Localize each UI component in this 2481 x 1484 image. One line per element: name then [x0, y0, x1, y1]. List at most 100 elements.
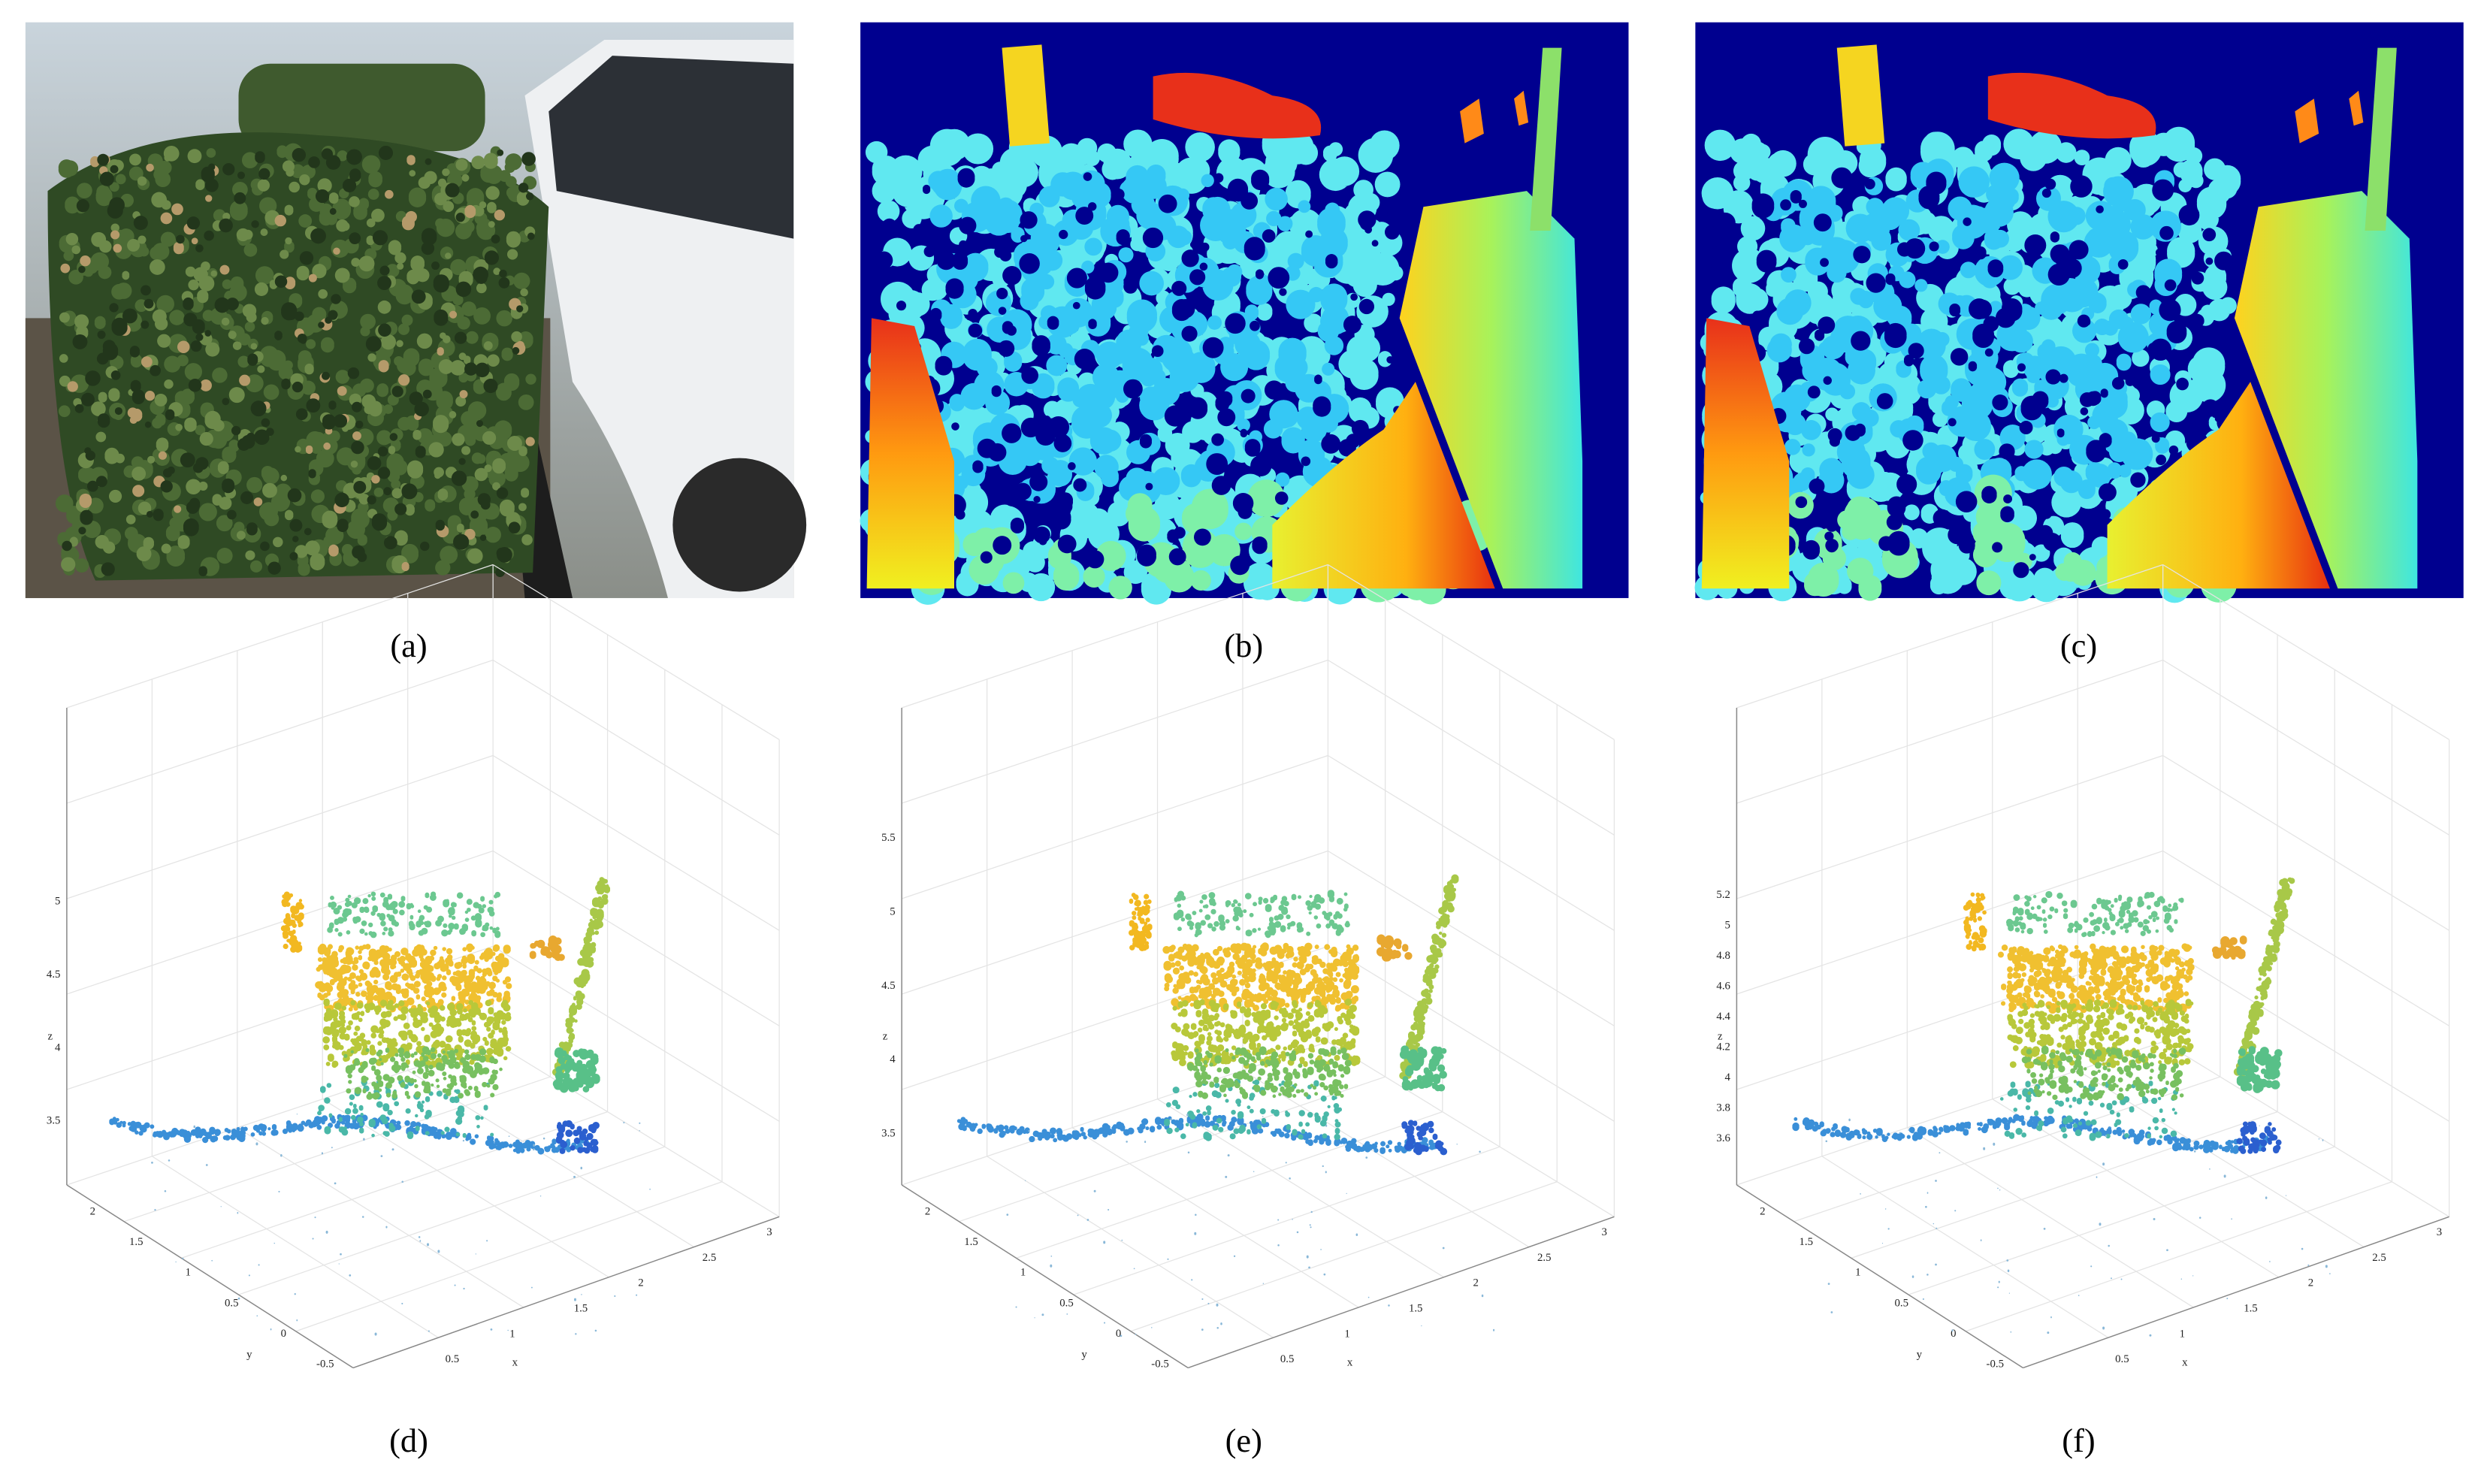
grid-line	[492, 850, 780, 1026]
axis-line	[66, 1184, 354, 1369]
grid-line	[152, 1156, 439, 1338]
y-axis-label: y	[1081, 1349, 1087, 1361]
z-tick-label: 5	[55, 896, 60, 908]
z-tick-label: 4	[55, 1041, 61, 1053]
point-cloud	[2211, 935, 2247, 960]
grid-line	[1071, 1127, 1359, 1308]
right-pole	[2365, 47, 2397, 231]
panel-labels: (a) (b) (c) (d) (e) (f)	[389, 627, 2097, 1459]
y-tick-label: 0	[1951, 1328, 1956, 1340]
grid-line	[237, 1127, 524, 1308]
y-tick-label: 2	[1760, 1205, 1765, 1217]
grid-line	[295, 1181, 723, 1332]
grid-line	[2162, 850, 2449, 1026]
leaves	[55, 143, 537, 579]
grid-line	[238, 1146, 665, 1295]
depth-map	[860, 22, 1629, 605]
depth-panels	[860, 22, 2464, 605]
grid-line	[901, 1041, 1328, 1186]
grid-line	[2162, 1041, 2449, 1217]
grid-line	[1736, 659, 2163, 804]
x-tick-label: 2	[638, 1277, 643, 1289]
grid-line	[492, 564, 780, 740]
grid-line	[901, 659, 1328, 804]
grid-line	[1328, 659, 1615, 836]
top-red	[1153, 72, 1322, 139]
grid-line	[1328, 850, 1615, 1026]
grid-line	[322, 1099, 609, 1278]
point-cloud	[2236, 1121, 2282, 1154]
x-tick-label: 3	[2437, 1226, 2442, 1238]
y-tick-label: 0.5	[225, 1297, 239, 1309]
x-tick-label: 0.5	[2115, 1353, 2129, 1365]
grid-line	[66, 564, 494, 709]
y-tick-label: 1	[1855, 1267, 1860, 1279]
y-tick-label: 2	[925, 1205, 930, 1217]
grid-line	[1794, 1076, 2221, 1223]
left-pole	[1836, 44, 1885, 147]
x-tick-label: 0.5	[446, 1353, 460, 1365]
grid-line	[2162, 945, 2449, 1122]
z-tick-label: 5.2	[1716, 889, 1730, 901]
z-tick-label: 3.5	[881, 1128, 896, 1140]
truck-wheel	[672, 458, 807, 592]
depth-map	[1694, 22, 2464, 603]
point-cloud	[1173, 890, 1350, 938]
panel-label: (c)	[2060, 627, 2097, 664]
grid-line	[1073, 1146, 1500, 1295]
grid-line	[1328, 945, 1615, 1122]
x-tick-label: 2.5	[2372, 1252, 2386, 1264]
z-tick-label: 4.4	[1716, 1011, 1730, 1023]
point-cloud	[1963, 892, 1987, 952]
x-tick-label: 1.5	[574, 1302, 588, 1314]
y-tick-label: 0.5	[1059, 1297, 1074, 1309]
y-tick-label: 0	[1116, 1328, 1121, 1340]
grid-line	[1736, 564, 2163, 709]
x-tick-label: 1	[509, 1328, 515, 1340]
cloud-plot: 5.2 5 4.8 4.6 4.4 4.2 4 3.8 3.6 2 1.5 1 0.5 0 -0.5 0.5 1…	[1716, 564, 2450, 1371]
point-cloud	[2005, 890, 2184, 938]
left-pole	[1002, 44, 1050, 147]
point-cloud	[1401, 1120, 1448, 1156]
leaf-cluster	[59, 145, 536, 574]
axis-line	[2023, 1216, 2449, 1369]
grid-line	[1851, 1111, 2278, 1259]
top-red	[1987, 72, 2156, 139]
grid-line	[492, 754, 780, 931]
left-wedge	[866, 318, 954, 589]
y-axis-label: y	[1917, 1349, 1923, 1361]
panel-label: (b)	[1224, 627, 1263, 664]
grid-line	[1242, 1070, 1530, 1248]
truck-window	[548, 56, 794, 239]
point-cloud	[1399, 1045, 1447, 1092]
x-axis-label: x	[512, 1356, 518, 1368]
right-pole	[1530, 47, 1562, 231]
grid-line	[901, 754, 1328, 899]
z-tick-label: 5	[890, 905, 895, 917]
z-tick-label: 3.8	[1716, 1102, 1730, 1114]
point-cloud	[315, 943, 512, 1014]
z-tick-label: 5.5	[881, 832, 896, 844]
x-axis-label: x	[1347, 1356, 1353, 1368]
grid-line	[66, 754, 494, 899]
x-tick-label: 2	[2308, 1277, 2313, 1289]
point-cloud	[327, 891, 501, 938]
grid-line	[181, 1111, 608, 1259]
point-cloud	[1399, 874, 1459, 1080]
grid-line	[1328, 1041, 1615, 1217]
grid-line	[901, 850, 1328, 995]
z-axis-label: z	[1718, 1031, 1723, 1043]
point-cloud	[529, 935, 565, 961]
y-tick-label: 1	[186, 1267, 191, 1279]
point-cloud	[2233, 877, 2295, 1079]
z-tick-label: 4	[890, 1053, 896, 1065]
z-tick-label: 3.6	[1716, 1132, 1730, 1144]
y-tick-label: -0.5	[1151, 1359, 1168, 1371]
grid-line	[1328, 754, 1615, 931]
x-tick-label: 2.5	[703, 1252, 716, 1264]
point-cloud	[317, 1078, 494, 1139]
grid-line	[1328, 564, 1615, 740]
z-tick-label: 5	[1725, 920, 1730, 932]
point-cloud	[2007, 999, 2194, 1069]
green-blobs	[1714, 474, 2303, 603]
